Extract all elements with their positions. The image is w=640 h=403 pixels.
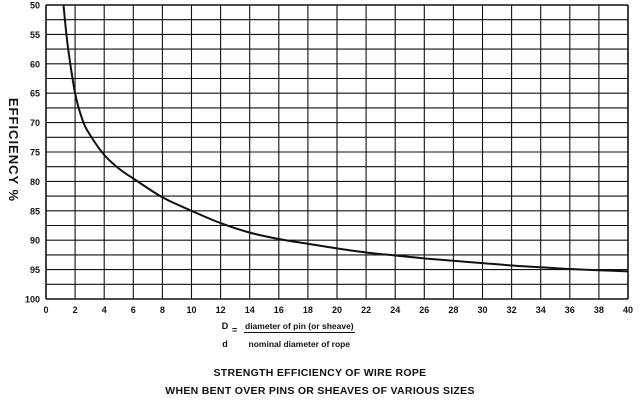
x-axis-ticks: 0 2 4 6 8 10 12 14 16 18 20 22 24 26 28 30 32 34 36 38 40 [43,305,633,315]
chart-grid [45,4,629,300]
x-tick-label: 14 [245,305,255,315]
x-tick-label: 38 [594,305,604,315]
x-tick-label: 22 [361,305,371,315]
x-tick-label: 28 [448,305,458,315]
equals-sign: = [232,325,238,335]
x-tick-label: 16 [274,305,284,315]
x-tick-label: 2 [73,305,78,315]
efficiency-curve [62,4,629,273]
ratio-numerator-symbol: D [221,321,229,331]
ratio-denominator-text: nominal diameter of rope [248,339,351,349]
ratio-numerator-text: diameter of pin (or sheave) [244,321,355,333]
x-tick-label: 0 [43,305,48,315]
y-tick-label: 85 [30,206,40,216]
x-tick-label: 12 [216,305,226,315]
ratio-denominator-symbol: d [222,339,228,349]
x-tick-label: 10 [186,305,196,315]
y-tick-label: 60 [30,59,40,69]
x-tick-label: 6 [131,305,136,315]
ratio-definition: diameter of pin (or sheave) nominal diam… [244,321,355,350]
y-tick-label: 95 [30,265,40,275]
x-tick-label: 20 [332,305,342,315]
y-tick-label: 75 [30,148,40,158]
y-tick-label: 90 [30,236,40,246]
x-tick-label: 18 [303,305,313,315]
x-tick-label: 30 [477,305,487,315]
x-tick-label: 4 [102,305,107,315]
x-tick-label: 32 [507,305,517,315]
chart-subtitle: WHEN BENT OVER PINS OR SHEAVES OF VARIOU… [165,385,475,397]
y-tick-label: 80 [30,177,40,187]
y-tick-label: 65 [30,89,40,99]
x-tick-label: 8 [160,305,165,315]
x-tick-label: 34 [536,305,546,315]
chart-title: STRENGTH EFFICIENCY OF WIRE ROPE [213,367,427,379]
y-tick-label: 55 [30,30,40,40]
y-tick-label: 50 [30,1,40,11]
x-tick-label: 24 [390,305,400,315]
x-tick-label: 40 [623,305,633,315]
y-tick-label: 70 [30,118,40,128]
x-tick-label: 36 [565,305,575,315]
y-tick-label: 100 [25,295,40,305]
y-axis-ticks: 50 55 60 65 70 75 80 85 90 95 100 [25,1,40,305]
x-tick-label: 26 [419,305,429,315]
y-axis-label: EFFICIENCY % [6,98,21,202]
x-axis-label: D d = diameter of pin (or sheave) nomina… [218,321,428,351]
ratio-symbol: D d [218,321,232,350]
